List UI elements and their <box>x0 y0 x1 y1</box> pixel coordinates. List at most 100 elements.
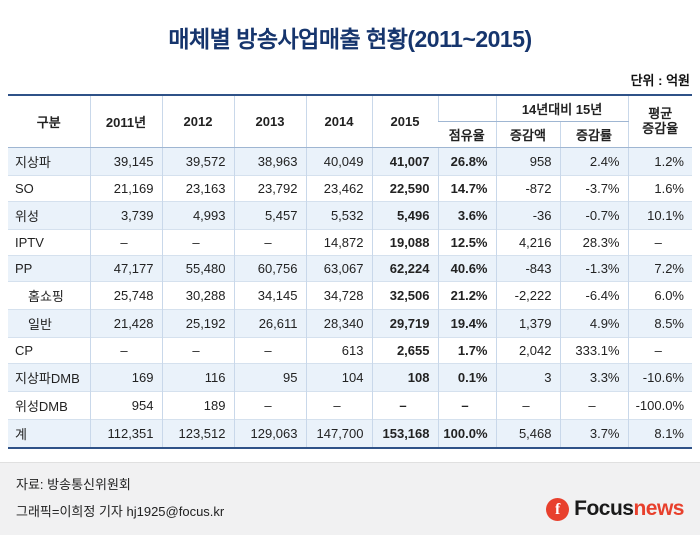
row-label: 위성 <box>8 201 90 230</box>
cell: 8.5% <box>627 309 692 338</box>
cell: 34,728 <box>305 281 372 310</box>
cell: – <box>233 229 306 256</box>
cell: 958 <box>495 147 560 176</box>
cell: 19.4% <box>437 309 496 338</box>
cell: – <box>89 337 162 364</box>
source-text: 자료: 방송통신위원회 <box>16 477 131 492</box>
cell: 25,748 <box>89 281 162 310</box>
cell: 38,963 <box>233 147 306 176</box>
cell: 63,067 <box>305 255 372 282</box>
cell: – <box>437 391 496 420</box>
footer: 자료: 방송통신위원회 그래픽=이희정 기자 hj1925@focus.kr f… <box>0 462 700 535</box>
cell: 14.7% <box>437 175 496 202</box>
cell: 153,168 <box>371 419 438 448</box>
table-row: 계 112,351 123,512 129,063 147,700 153,168 100.… <box>8 419 692 448</box>
cell: 104 <box>305 363 372 392</box>
header-share: 점유율 <box>438 121 496 148</box>
header-share-spacer <box>437 95 496 122</box>
row-label: SO <box>8 175 90 202</box>
cell: 21,428 <box>89 309 162 338</box>
cell: 129,063 <box>233 419 306 448</box>
cell: 10.1% <box>627 201 692 230</box>
cell: 5,496 <box>371 201 438 230</box>
cell: 3.7% <box>559 419 628 448</box>
cell: 613 <box>305 337 372 364</box>
cell: 1.2% <box>627 147 692 176</box>
cell: – <box>233 337 306 364</box>
cell: 62,224 <box>371 255 438 282</box>
cell: 2.4% <box>559 147 628 176</box>
unit-label: 단위 : 억원 <box>630 73 690 88</box>
cell: 3 <box>495 363 560 392</box>
header-compare-rate: 증감률 <box>559 121 628 148</box>
row-label: 계 <box>8 419 90 448</box>
header-year-2015: 2015 <box>371 95 438 148</box>
table-row: 위성 3,739 4,993 5,457 5,532 5,496 3.6% -36 -0.7% 1… <box>8 201 692 230</box>
cell: – <box>559 391 628 420</box>
cell: 189 <box>161 391 234 420</box>
cell: 34,145 <box>233 281 306 310</box>
cell: 4,993 <box>161 201 234 230</box>
header-year-2014: 2014 <box>305 95 372 148</box>
cell: 123,512 <box>161 419 234 448</box>
cell: -2,222 <box>495 281 560 310</box>
revenue-table: 구분 2011년 2012 2013 2014 2015 14년대비 15년 평… <box>8 94 692 449</box>
table-header: 구분 2011년 2012 2013 2014 2015 14년대비 15년 평… <box>8 95 692 148</box>
cell: 6.0% <box>627 281 692 310</box>
cell: 40.6% <box>437 255 496 282</box>
cell: 60,756 <box>233 255 306 282</box>
cell: – <box>89 229 162 256</box>
cell: 55,480 <box>161 255 234 282</box>
row-label: PP <box>8 255 90 282</box>
cell: -843 <box>495 255 560 282</box>
cell: 4.9% <box>559 309 628 338</box>
cell: 4,216 <box>495 229 560 256</box>
cell: 116 <box>161 363 234 392</box>
cell: 108 <box>371 363 438 392</box>
cell: 5,457 <box>233 201 306 230</box>
cell: – <box>627 337 692 364</box>
table-body: 지상파 39,145 39,572 38,963 40,049 41,007 26.8% 95… <box>8 147 692 448</box>
cell: 1.6% <box>627 175 692 202</box>
focusnews-logo-icon: f <box>546 497 570 521</box>
cell: 32,506 <box>371 281 438 310</box>
cell: -872 <box>495 175 560 202</box>
cell: -10.6% <box>627 363 692 392</box>
cell: 47,177 <box>89 255 162 282</box>
table-row: 지상파 39,145 39,572 38,963 40,049 41,007 26.8% 95… <box>8 147 692 176</box>
cell: 41,007 <box>371 147 438 176</box>
row-label: CP <box>8 337 90 364</box>
cell: 26.8% <box>437 147 496 176</box>
logo-text-news: news <box>633 497 684 520</box>
header-year-2011: 2011년 <box>89 95 162 148</box>
cell: -100.0% <box>627 391 692 420</box>
cell: 23,792 <box>233 175 306 202</box>
cell: 22,590 <box>371 175 438 202</box>
cell: – <box>161 337 234 364</box>
cell: 2,655 <box>371 337 438 364</box>
cell: 0.1% <box>437 363 496 392</box>
cell: – <box>627 229 692 256</box>
header-compare-group: 14년대비 15년 <box>495 95 628 122</box>
cell: 112,351 <box>89 419 162 448</box>
cell: 28.3% <box>559 229 628 256</box>
cell: -1.3% <box>559 255 628 282</box>
cell: 40,049 <box>305 147 372 176</box>
cell: -6.4% <box>559 281 628 310</box>
header-average-line1: 평균 <box>648 105 673 121</box>
cell: 25,192 <box>161 309 234 338</box>
cell: 3.6% <box>437 201 496 230</box>
row-label: IPTV <box>8 229 90 256</box>
cell: -3.7% <box>559 175 628 202</box>
cell: 7.2% <box>627 255 692 282</box>
cell: 147,700 <box>305 419 372 448</box>
cell: – <box>305 391 372 420</box>
cell: 169 <box>89 363 162 392</box>
logo-text-focus: Focus <box>574 497 634 520</box>
row-label: 홈쇼핑 <box>8 281 90 310</box>
cell: 8.1% <box>627 419 692 448</box>
cell: 14,872 <box>305 229 372 256</box>
cell: 12.5% <box>437 229 496 256</box>
cell: 21,169 <box>89 175 162 202</box>
table-row: 일반 21,428 25,192 26,611 28,340 29,719 19.4% 1,3… <box>8 309 692 338</box>
